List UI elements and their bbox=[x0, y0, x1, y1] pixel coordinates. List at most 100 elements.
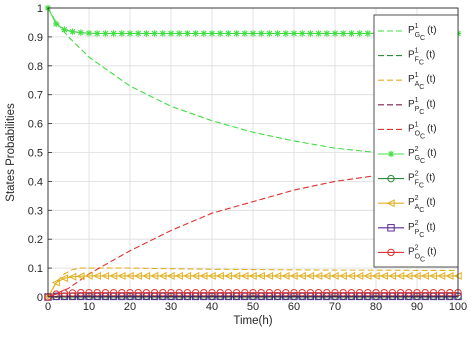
x-tick-label: 40 bbox=[206, 301, 218, 313]
circle-marker bbox=[298, 288, 306, 297]
asterisk-marker bbox=[200, 30, 207, 37]
x-tick-label: 30 bbox=[165, 301, 177, 313]
triangle-marker bbox=[109, 271, 118, 280]
asterisk-marker bbox=[126, 30, 134, 37]
square-marker bbox=[339, 292, 347, 301]
asterisk-marker bbox=[307, 30, 314, 37]
asterisk-marker bbox=[323, 30, 330, 37]
square-marker bbox=[224, 292, 233, 301]
circle-marker bbox=[380, 288, 388, 297]
triangle-marker bbox=[322, 271, 331, 280]
legend-label: P2 OC(t) bbox=[408, 244, 437, 263]
square-marker bbox=[52, 292, 60, 301]
asterisk-marker bbox=[167, 30, 175, 37]
triangle-marker bbox=[273, 271, 282, 280]
y-tick-label: 0.9 bbox=[28, 32, 43, 44]
legend-entry-8: P2 AC(t) bbox=[378, 195, 436, 214]
square-marker bbox=[446, 292, 454, 301]
legend-label: P1 AC(t) bbox=[408, 72, 436, 91]
square-marker bbox=[191, 292, 200, 301]
asterisk-marker bbox=[94, 30, 101, 37]
x-tick-label: 100 bbox=[449, 301, 467, 313]
triangle-marker bbox=[289, 271, 298, 280]
triangle-marker bbox=[396, 271, 405, 280]
triangle-marker bbox=[125, 271, 134, 280]
series-line bbox=[47, 7, 459, 159]
y-tick-label: 0.6 bbox=[28, 119, 43, 131]
square-marker bbox=[273, 292, 282, 301]
y-tick-label: 0.4 bbox=[28, 176, 43, 188]
triangle-marker bbox=[297, 271, 306, 280]
triangle-marker bbox=[445, 271, 454, 280]
square-marker bbox=[241, 292, 249, 301]
triangle-marker bbox=[429, 271, 438, 280]
triangle-marker bbox=[330, 271, 339, 280]
triangle-marker bbox=[68, 272, 77, 281]
y-tick-label: 0.1 bbox=[28, 263, 43, 275]
series-layer bbox=[43, 4, 462, 302]
triangle-marker bbox=[248, 271, 257, 280]
circle-marker bbox=[109, 288, 118, 297]
series-10 bbox=[44, 288, 462, 301]
y-tick-label: 0 bbox=[37, 292, 43, 304]
triangle-marker bbox=[142, 271, 151, 280]
asterisk-marker bbox=[102, 30, 109, 37]
asterisk-marker bbox=[315, 30, 322, 37]
legend-entry-9: P2 PC(t) bbox=[378, 220, 436, 239]
asterisk-marker bbox=[110, 30, 117, 37]
triangle-marker bbox=[256, 271, 265, 280]
legend-label: P2 FC(t) bbox=[408, 171, 435, 190]
triangle-marker bbox=[437, 271, 446, 280]
square-marker bbox=[282, 292, 290, 301]
x-tick-label: 60 bbox=[288, 301, 300, 313]
circle-marker bbox=[118, 288, 126, 297]
circle-marker bbox=[355, 288, 364, 297]
asterisk-marker bbox=[241, 30, 248, 37]
triangle-marker bbox=[224, 271, 233, 280]
triangle-marker bbox=[281, 271, 290, 280]
circle-marker bbox=[93, 288, 101, 297]
square-marker bbox=[109, 292, 118, 301]
circle-marker bbox=[191, 288, 200, 297]
square-marker bbox=[134, 292, 142, 301]
series-1 bbox=[47, 7, 459, 159]
circle-marker bbox=[216, 288, 224, 297]
triangle-marker bbox=[232, 271, 241, 280]
square-marker bbox=[387, 224, 395, 232]
circle-marker bbox=[150, 288, 159, 297]
circle-marker bbox=[175, 288, 183, 297]
triangle-marker bbox=[191, 271, 200, 280]
triangle-marker bbox=[240, 271, 249, 280]
circle-marker bbox=[68, 289, 77, 297]
asterisk-marker bbox=[176, 30, 183, 37]
circle-marker bbox=[387, 248, 395, 257]
circle-marker bbox=[364, 288, 372, 297]
asterisk-marker bbox=[274, 30, 281, 37]
legend-label: P1 OC(t) bbox=[408, 121, 437, 140]
triangle-marker bbox=[51, 278, 60, 287]
asterisk-marker bbox=[225, 30, 232, 37]
triangle-marker bbox=[412, 271, 421, 280]
y-tick-label: 0.7 bbox=[28, 90, 43, 102]
asterisk-marker bbox=[85, 29, 93, 37]
triangle-marker bbox=[420, 271, 429, 280]
y-axis-label: States Probabilities bbox=[5, 103, 17, 202]
triangle-marker bbox=[371, 271, 380, 280]
x-tick-label: 0 bbox=[45, 301, 51, 313]
triangle-marker bbox=[166, 271, 175, 280]
series-3 bbox=[47, 267, 458, 298]
legend-label: P2 PC(t) bbox=[408, 220, 436, 239]
circle-marker bbox=[101, 288, 110, 297]
x-tick-label: 20 bbox=[124, 301, 136, 313]
triangle-marker bbox=[215, 271, 224, 280]
circle-marker bbox=[405, 288, 413, 297]
triangle-marker bbox=[338, 271, 347, 280]
square-marker bbox=[101, 292, 110, 301]
triangle-marker bbox=[174, 271, 183, 280]
circle-marker bbox=[446, 288, 454, 297]
circle-marker bbox=[282, 288, 290, 297]
circle-marker bbox=[257, 288, 265, 297]
circle-marker bbox=[60, 289, 69, 297]
asterisk-marker bbox=[151, 30, 158, 37]
asterisk-marker bbox=[143, 30, 150, 37]
